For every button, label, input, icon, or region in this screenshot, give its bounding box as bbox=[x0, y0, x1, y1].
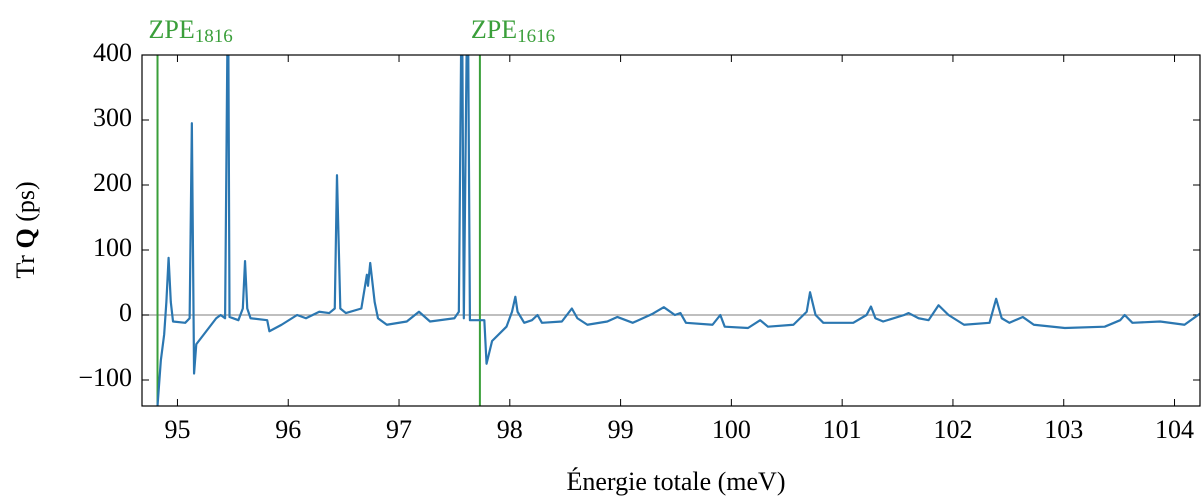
x-tick-label: 103 bbox=[1044, 415, 1083, 444]
y-axis-label: Tr Q (ps) bbox=[11, 181, 40, 278]
plot-frame bbox=[141, 54, 1201, 407]
x-tick-label: 96 bbox=[275, 415, 301, 444]
x-tick-label: 100 bbox=[712, 415, 751, 444]
y-tick-label: −100 bbox=[78, 363, 132, 392]
x-tick-label: 97 bbox=[386, 415, 412, 444]
x-tick-label: 101 bbox=[823, 415, 862, 444]
y-tick-label: 0 bbox=[119, 298, 132, 327]
y-label-part: (ps) bbox=[11, 181, 40, 228]
y-tick-label: 100 bbox=[93, 233, 132, 262]
x-axis-label: Énergie totale (meV) bbox=[567, 467, 786, 496]
annotation-label: ZPE1816 bbox=[149, 15, 233, 47]
y-tick-label: 200 bbox=[93, 168, 132, 197]
x-tick-label: 99 bbox=[608, 415, 634, 444]
annotation-subscript: 1616 bbox=[517, 26, 555, 47]
x-tick-label: 104 bbox=[1155, 415, 1194, 444]
annotation-subscript: 1816 bbox=[195, 26, 233, 47]
annotation-label: ZPE1616 bbox=[471, 15, 555, 47]
annotation-text: ZPE bbox=[471, 15, 517, 44]
x-tick-label: 98 bbox=[497, 415, 523, 444]
y-tick-label: 400 bbox=[93, 38, 132, 67]
x-tick-label: 95 bbox=[164, 415, 190, 444]
annotation-text: ZPE bbox=[149, 15, 195, 44]
data-line bbox=[156, 55, 1200, 406]
plot-area bbox=[156, 55, 1200, 406]
y-label-part: Tr bbox=[11, 249, 40, 279]
y-tick-label: 300 bbox=[93, 103, 132, 132]
y-label-part: Q bbox=[11, 228, 40, 248]
x-tick-label: 102 bbox=[933, 415, 972, 444]
